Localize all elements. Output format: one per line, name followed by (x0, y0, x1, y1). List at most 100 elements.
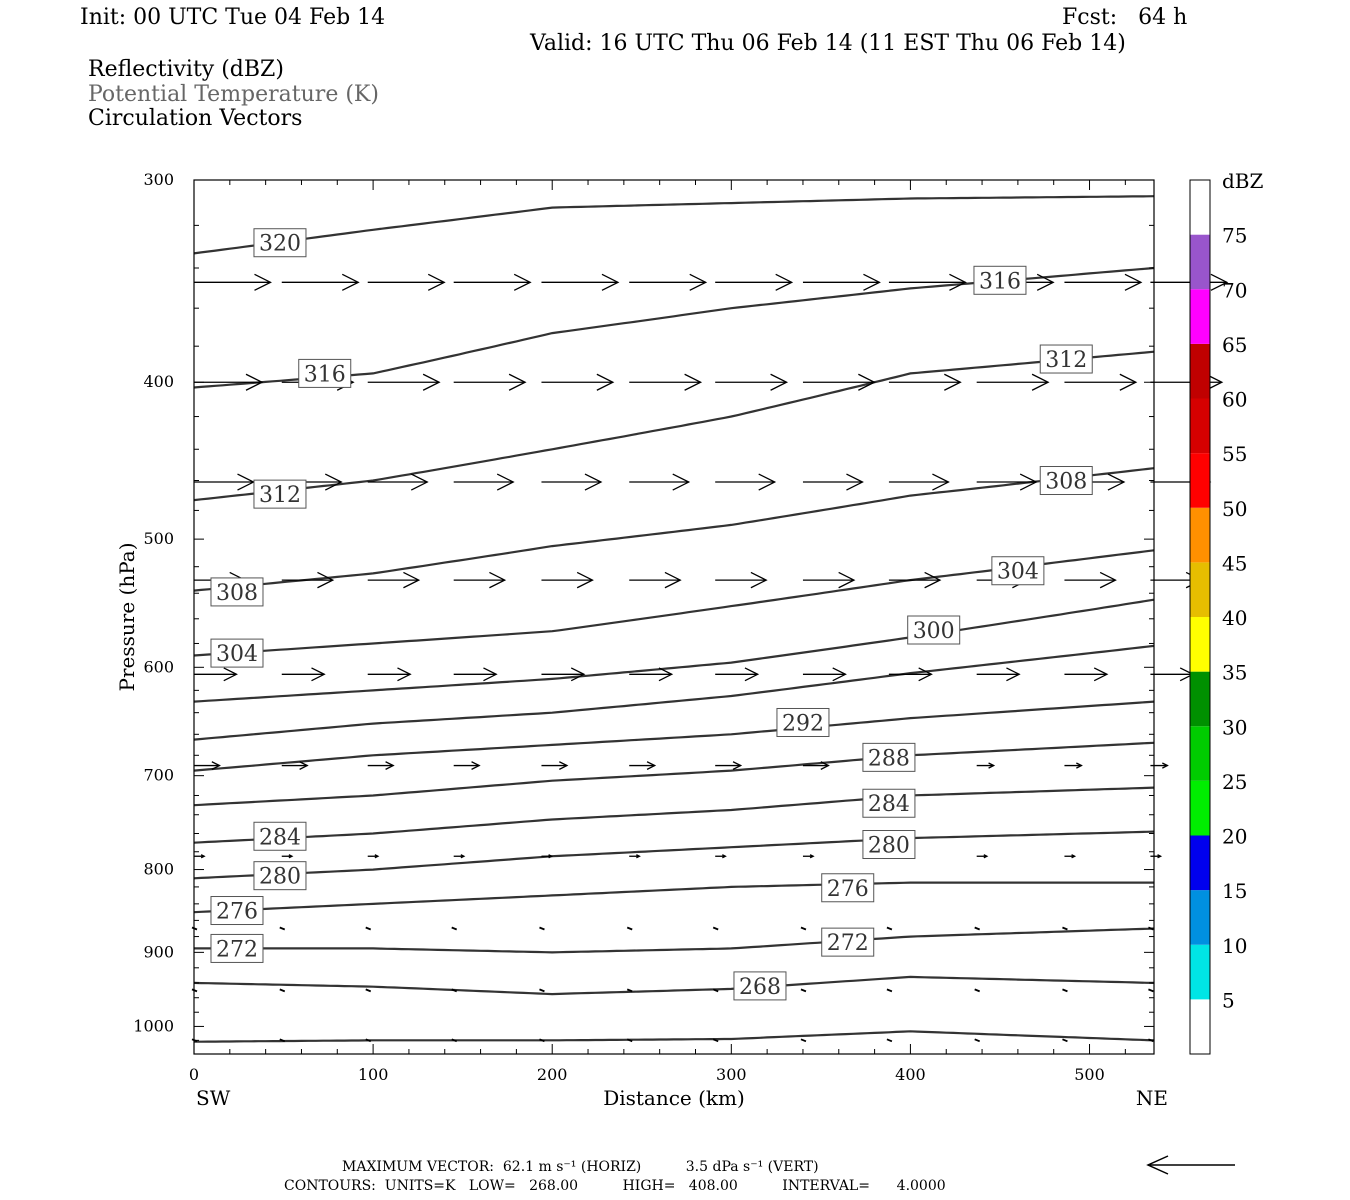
vector-arrow (1150, 762, 1169, 769)
colorbar-frame (1189, 179, 1211, 1055)
svg-text:320: 320 (259, 232, 301, 257)
vector-arrow (281, 667, 326, 682)
vector-arrow (626, 988, 633, 993)
vector-arrow (712, 988, 719, 993)
vector-arrow (194, 761, 221, 770)
vector-arrow (715, 667, 760, 682)
vector-arrow (715, 571, 768, 589)
vector-arrow (367, 273, 446, 291)
vector-arrow (194, 667, 238, 682)
vector-arrow (715, 273, 794, 291)
isentrope-line (193, 195, 1155, 255)
vector-arrow (1150, 854, 1163, 859)
vector-arrow (712, 926, 719, 931)
isentrope-line (193, 741, 1155, 807)
colorbar-level-label: 65 (1222, 333, 1247, 357)
contour-label: 276 (210, 896, 264, 926)
forecast-hour: Fcst: 64 h (1062, 5, 1188, 30)
colorbar-level-label: 55 (1222, 442, 1247, 466)
x-tick-label: 100 (358, 1065, 389, 1084)
vector-arrow (365, 926, 372, 931)
vector-arrow (1064, 571, 1117, 589)
vector-arrow (629, 854, 641, 859)
colorbar-level-label: 30 (1222, 715, 1247, 739)
contour-label: 268 (733, 971, 787, 1001)
vector-arrow (888, 373, 962, 391)
vector-arrow (453, 571, 507, 589)
field-potential-temperature: Potential Temperature (K) (88, 82, 379, 107)
vector-arrow (194, 854, 206, 859)
colorbar-level-label: 60 (1222, 388, 1247, 412)
vector-arrow (888, 667, 933, 682)
colorbar-swatch (1190, 944, 1210, 1000)
isentrope-line (193, 881, 1154, 914)
colorbar-swatch (1190, 999, 1210, 1054)
y-tick-label: 600 (143, 657, 174, 676)
vector-arrow (1064, 762, 1083, 769)
x-axis-label: Distance (km) (603, 1086, 745, 1110)
colorbar: 5 10 15 20 25 30 35 40 45 50 55 60 65 70 75 dBZ (1189, 169, 1264, 1055)
vector-arrow (629, 667, 674, 682)
contour-label: 276 (821, 873, 875, 903)
vector-arrow (453, 373, 527, 391)
vector-arrow (194, 373, 264, 391)
colorbar-level-label: 20 (1222, 825, 1247, 849)
vector-arrow (629, 571, 682, 589)
svg-text:272: 272 (827, 931, 869, 956)
axes: 300 400 500 600 700 800 900 1000 0 100 200 300 400 50… (133, 170, 1154, 1084)
y-tick-label: 800 (143, 860, 174, 879)
field-reflectivity: Reflectivity (dBZ) (88, 57, 284, 82)
svg-text:300: 300 (913, 619, 955, 644)
vector-arrow (626, 1038, 633, 1043)
vector-arrow (281, 273, 360, 291)
colorbar-level-label: 10 (1222, 934, 1247, 958)
vector-arrow (1064, 667, 1109, 682)
vector-arrow (802, 667, 847, 682)
svg-text:316: 316 (304, 362, 346, 387)
vector-arrow (715, 854, 727, 859)
vector-arrow (1150, 373, 1224, 391)
vector-arrow (541, 667, 586, 682)
x-tick-label: 300 (716, 1065, 747, 1084)
colorbar-swatch (1190, 835, 1210, 891)
svg-text:312: 312 (1045, 348, 1087, 373)
svg-text:276: 276 (216, 900, 258, 925)
colorbar-swatch (1190, 617, 1210, 672)
vector-arrow (976, 473, 1038, 491)
vector-arrow (453, 667, 498, 682)
contour-label: 280 (862, 830, 916, 860)
colorbar-swatch (1190, 453, 1210, 508)
vector-arrow (453, 854, 466, 859)
svg-text:280: 280 (259, 865, 301, 890)
contour-label: 272 (210, 933, 264, 963)
svg-text:292: 292 (782, 711, 824, 736)
isentrope-line (193, 644, 1155, 741)
y-tick-label: 400 (143, 372, 174, 391)
vector-arrow (1064, 854, 1077, 859)
vector-arrow (802, 273, 881, 291)
footer-contours: CONTOURS: UNITS=K LOW= 268.00 HIGH= 408.… (284, 1178, 946, 1194)
field-circulation-vectors: Circulation Vectors (88, 106, 303, 131)
vector-arrow (800, 1038, 807, 1043)
vector-arrow (279, 1038, 286, 1043)
x-tick-label: 200 (537, 1065, 568, 1084)
contour-label: 280 (253, 861, 307, 891)
vector-arrow (629, 761, 657, 770)
colorbar-swatch (1190, 890, 1210, 945)
vector-arrow (539, 988, 545, 993)
colorbar-level-label: 45 (1222, 551, 1247, 575)
colorbar-unit-label: dBZ (1222, 169, 1264, 193)
svg-text:304: 304 (216, 642, 258, 667)
vector-arrow (539, 1038, 545, 1043)
contour-label: 308 (210, 577, 264, 607)
vector-arrow (541, 373, 615, 391)
footer-max-vector: MAXIMUM VECTOR: 62.1 m s⁻¹ (HORIZ) 3.5 d… (342, 1159, 819, 1175)
colorbar-swatch (1190, 398, 1210, 454)
vector-arrow (1064, 273, 1143, 291)
vector-arrow (367, 571, 421, 589)
vector-arrow (976, 762, 996, 769)
vector-arrow (1064, 373, 1138, 391)
vector-arrow (802, 854, 815, 859)
vector-arrow (1150, 273, 1229, 291)
vector-arrow (1062, 1038, 1068, 1043)
